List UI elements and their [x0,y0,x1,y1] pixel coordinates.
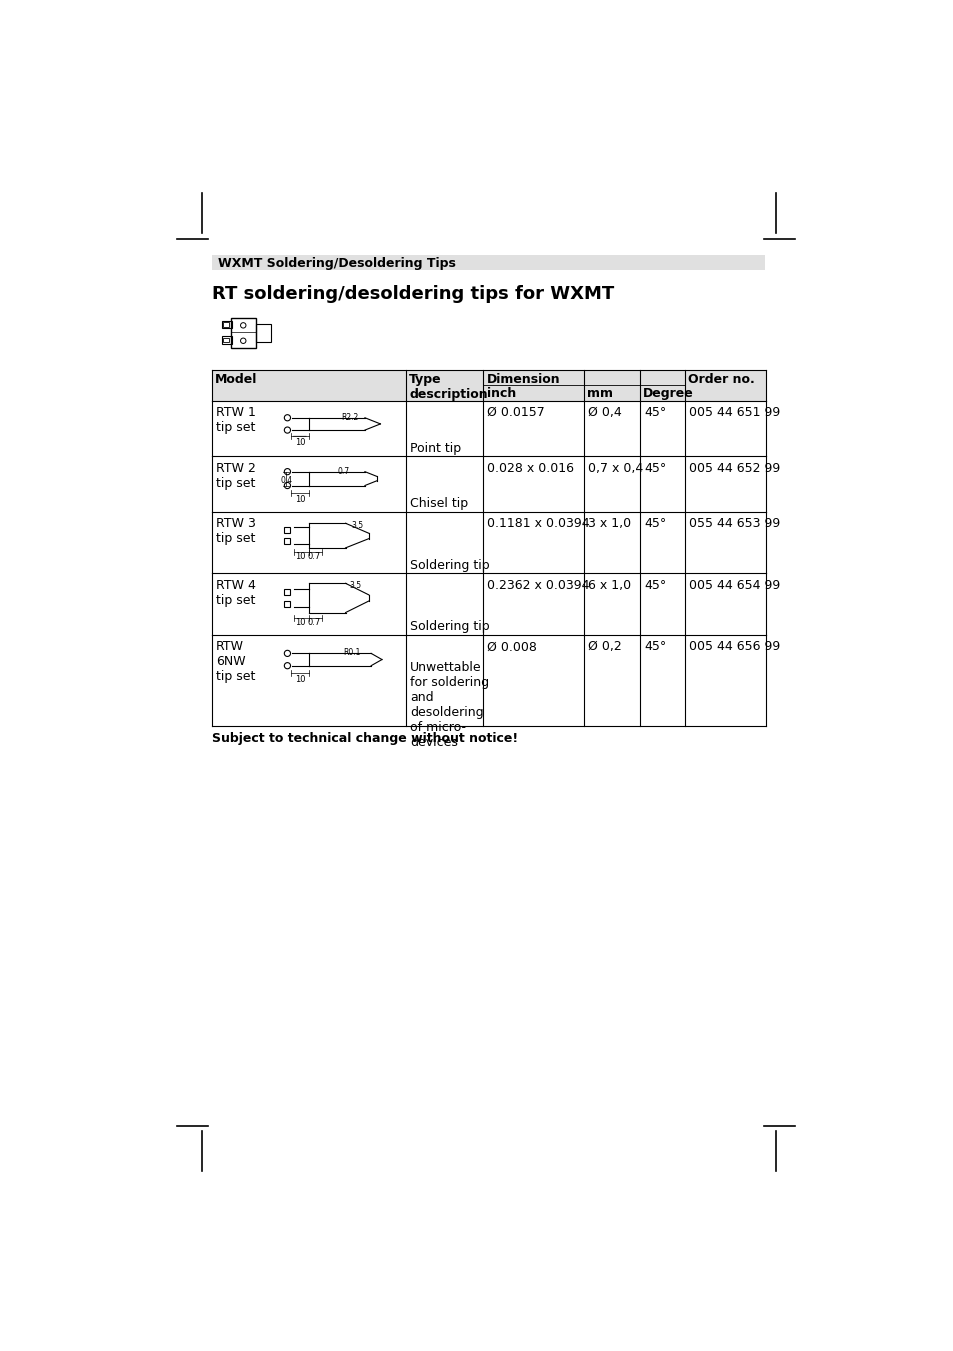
Text: 0.028 x 0.016: 0.028 x 0.016 [487,462,574,474]
Text: Unwettable
for soldering
and
desoldering
of micro-
devices: Unwettable for soldering and desoldering… [410,661,489,748]
Text: Model: Model [215,373,257,386]
Text: Degree: Degree [642,386,693,400]
Text: 0.4: 0.4 [280,477,293,485]
Text: Subject to technical change without notice!: Subject to technical change without noti… [212,732,517,744]
Bar [221,336,233,345]
Text: R0.1: R0.1 [343,648,360,657]
Text: Dimension: Dimension [486,373,559,386]
Text: 6 x 1,0: 6 x 1,0 [587,578,631,592]
Text: 0.7: 0.7 [337,467,350,476]
Text: RTW
6NW
tip set: RTW 6NW tip set [216,640,255,684]
Text: 005 44 656 99: 005 44 656 99 [688,640,780,654]
Text: R2.2: R2.2 [341,413,358,422]
Bar [283,527,290,534]
Text: 0.1181 x 0.0394: 0.1181 x 0.0394 [487,517,589,530]
Text: 0,7 x 0,4: 0,7 x 0,4 [587,462,642,474]
Text: 10: 10 [294,617,305,627]
Text: inch: inch [486,386,516,400]
Text: WXMT Soldering/Desoldering Tips: WXMT Soldering/Desoldering Tips [218,257,456,270]
Bar [223,338,229,342]
Text: RTW 4
tip set: RTW 4 tip set [216,578,255,607]
Bar [231,317,255,349]
Text: 45°: 45° [643,578,665,592]
Bar [221,320,233,328]
Text: Ø 0.008: Ø 0.008 [487,640,537,654]
Text: 0.2362 x 0.0394: 0.2362 x 0.0394 [487,578,589,592]
Text: 3.5: 3.5 [349,581,361,590]
Text: 3 x 1,0: 3 x 1,0 [587,517,631,530]
Text: Ø 0.0157: Ø 0.0157 [487,407,544,419]
Text: 10: 10 [294,551,305,561]
Bar [223,323,229,327]
Bar [283,589,290,594]
Text: mm: mm [587,386,613,400]
Bar [212,254,764,270]
Text: 0.7: 0.7 [307,551,320,561]
Text: 45°: 45° [643,407,665,419]
Text: 055 44 653 99: 055 44 653 99 [688,517,780,530]
Text: RTW 3
tip set: RTW 3 tip set [216,517,255,544]
Text: Order no.: Order no. [687,373,754,386]
Text: Soldering tip: Soldering tip [410,620,489,634]
Text: 005 44 654 99: 005 44 654 99 [688,578,780,592]
Text: 45°: 45° [643,462,665,474]
Text: RTW 1
tip set: RTW 1 tip set [216,407,255,434]
Text: Type
description: Type description [409,373,487,401]
Text: 005 44 652 99: 005 44 652 99 [688,462,780,474]
Text: 0.7: 0.7 [307,617,320,627]
Text: Ø 0,2: Ø 0,2 [587,640,621,654]
Text: 3.5: 3.5 [351,521,363,530]
Bar [255,324,271,342]
Text: RTW 2
tip set: RTW 2 tip set [216,462,255,489]
Text: 45°: 45° [643,517,665,530]
Text: 005 44 651 99: 005 44 651 99 [688,407,780,419]
Text: 10: 10 [294,676,305,684]
Bar [283,601,290,607]
Bar [212,370,765,401]
Text: Point tip: Point tip [410,442,460,455]
Text: Chisel tip: Chisel tip [410,497,468,511]
Text: 10: 10 [294,494,305,504]
Bar [283,538,290,544]
Text: 45°: 45° [643,640,665,654]
Text: 10: 10 [294,438,305,447]
Text: Ø 0,4: Ø 0,4 [587,407,621,419]
Text: Soldering tip: Soldering tip [410,559,489,571]
Text: RT soldering/desoldering tips for WXMT: RT soldering/desoldering tips for WXMT [212,285,614,304]
